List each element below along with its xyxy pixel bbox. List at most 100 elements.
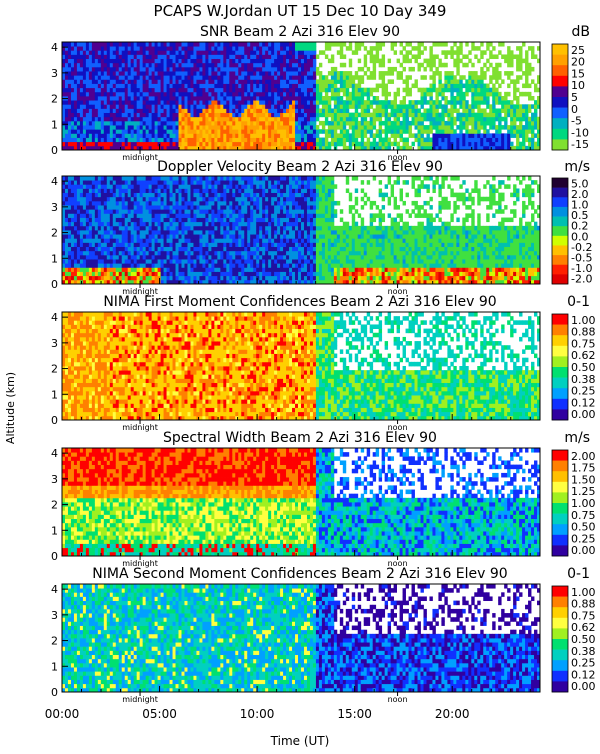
heatmap-cell (131, 96, 134, 101)
heatmap-cell (176, 71, 179, 76)
heatmap-cell (137, 213, 140, 218)
heatmap-cell (167, 104, 170, 109)
heatmap-cell (170, 125, 173, 130)
heatmap-cell (525, 138, 528, 143)
heatmap-cell (495, 88, 498, 93)
heatmap-cell (295, 71, 298, 76)
heatmap-cell (122, 247, 125, 252)
heatmap-cell (140, 180, 143, 185)
heatmap-cell (167, 50, 170, 55)
heatmap-cell (83, 100, 86, 105)
heatmap-cell (184, 255, 187, 260)
heatmap-cell (283, 129, 286, 134)
heatmap-cell (304, 113, 307, 118)
heatmap-cell (107, 59, 110, 64)
heatmap-cell (456, 96, 459, 101)
heatmap-cell (238, 67, 241, 72)
heatmap-cell (187, 108, 190, 113)
heatmap-cell (74, 234, 77, 239)
heatmap-cell (388, 104, 391, 109)
heatmap-cell (513, 54, 516, 59)
heatmap-cell (358, 92, 361, 97)
heatmap-cell (450, 71, 453, 76)
heatmap-cell (83, 218, 86, 223)
heatmap-cell (107, 234, 110, 239)
heatmap-cell (146, 242, 149, 247)
heatmap-cell (244, 104, 247, 109)
heatmap-cell (229, 113, 232, 118)
heatmap-cell (310, 129, 313, 134)
heatmap-cell (382, 104, 385, 109)
heatmap-cell (122, 84, 125, 89)
heatmap-cell (528, 63, 531, 68)
heatmap-cell (179, 67, 182, 72)
heatmap-cell (334, 129, 337, 134)
heatmap-cell (68, 205, 71, 210)
heatmap-cell (167, 176, 170, 181)
heatmap-cell (152, 50, 155, 55)
heatmap-cell (432, 79, 435, 84)
heatmap-cell (137, 133, 140, 138)
heatmap-cell (349, 75, 352, 80)
heatmap-cell (280, 75, 283, 80)
heatmap-cell (304, 42, 307, 47)
heatmap-cell (167, 222, 170, 227)
heatmap-cell (211, 197, 214, 202)
heatmap-cell (241, 104, 244, 109)
heatmap-cell (152, 133, 155, 138)
heatmap-cell (525, 104, 528, 109)
heatmap-cell (128, 125, 131, 130)
heatmap-cell (161, 79, 164, 84)
heatmap-cell (116, 79, 119, 84)
heatmap-cell (277, 133, 280, 138)
heatmap-cell (202, 108, 205, 113)
heatmap-cell (146, 125, 149, 130)
heatmap-cell (489, 125, 492, 130)
heatmap-cell (385, 84, 388, 89)
heatmap-cell (205, 138, 208, 143)
heatmap-cell (358, 96, 361, 101)
heatmap-cell (193, 193, 196, 198)
heatmap-cell (426, 88, 429, 93)
heatmap-cell (232, 71, 235, 76)
heatmap-cell (456, 88, 459, 93)
heatmap-cell (62, 50, 65, 55)
heatmap-cell (441, 96, 444, 101)
heatmap-cell (450, 104, 453, 109)
heatmap-cell (358, 113, 361, 118)
heatmap-cell (143, 142, 146, 147)
heatmap-cell (205, 100, 208, 105)
heatmap-cell (211, 71, 214, 76)
heatmap-cell (152, 247, 155, 252)
heatmap-cell (161, 201, 164, 206)
heatmap-cell (119, 113, 122, 118)
heatmap-cell (137, 54, 140, 59)
heatmap-cell (432, 121, 435, 126)
heatmap-cell (77, 247, 80, 252)
heatmap-cell (441, 42, 444, 47)
heatmap-cell (202, 79, 205, 84)
heatmap-cell (361, 129, 364, 134)
heatmap-cell (95, 104, 98, 109)
heatmap-cell (205, 267, 208, 272)
heatmap-cell (373, 59, 376, 64)
heatmap-cell (355, 84, 358, 89)
heatmap-cell (125, 238, 128, 243)
heatmap-cell (131, 75, 134, 80)
heatmap-cell (86, 46, 89, 51)
heatmap-cell (77, 46, 80, 51)
heatmap-cell (101, 121, 104, 126)
heatmap-cell (119, 46, 122, 51)
heatmap-cell (283, 67, 286, 72)
heatmap-cell (292, 113, 295, 118)
heatmap-cell (134, 205, 137, 210)
heatmap-cell (397, 113, 400, 118)
heatmap-cell (328, 121, 331, 126)
heatmap-cell (62, 54, 65, 59)
heatmap-cell (262, 96, 265, 101)
heatmap-cell (235, 113, 238, 118)
heatmap-cell (134, 193, 137, 198)
heatmap-cell (438, 75, 441, 80)
heatmap-cell (244, 117, 247, 122)
heatmap-cell (199, 259, 202, 264)
